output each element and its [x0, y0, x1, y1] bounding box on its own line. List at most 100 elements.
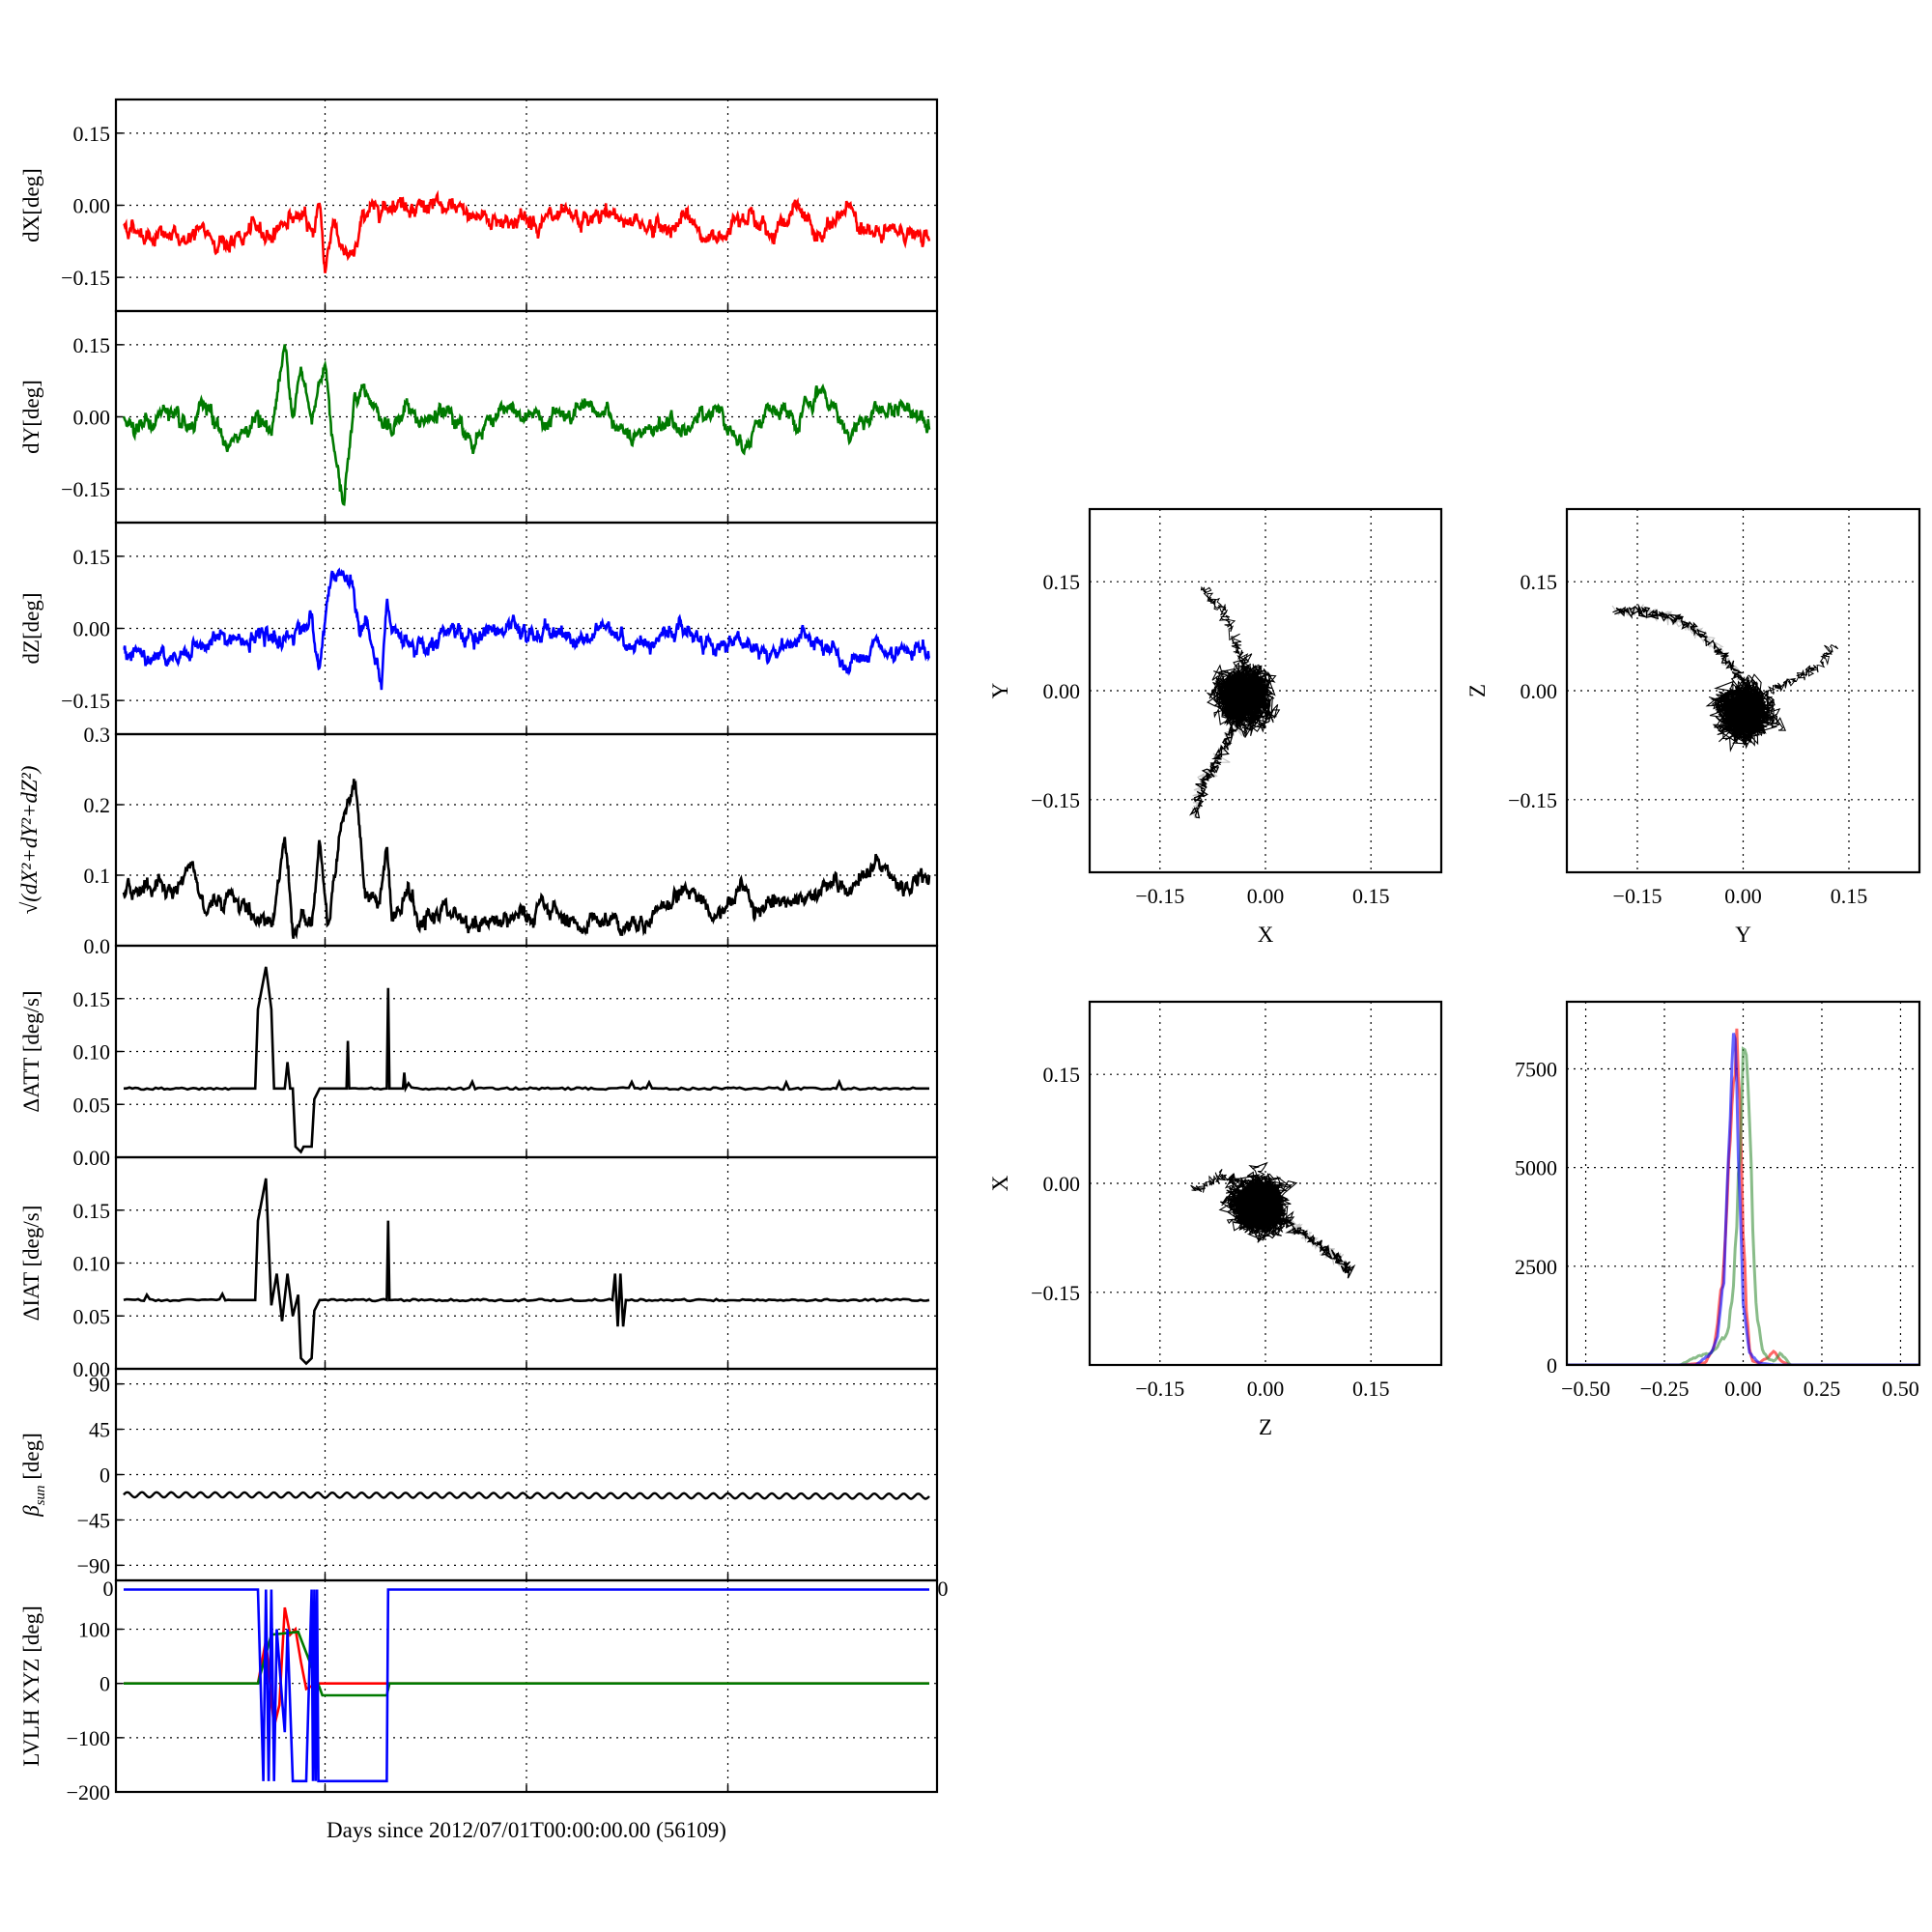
panel-datt: 0.00 0.05 0.10 0.15 ΔATT [deg/s] [19, 944, 939, 1170]
series-line-diat-0 [123, 1178, 930, 1366]
y-tick-label: 90 [89, 1373, 110, 1397]
panel-frame [1088, 1000, 1443, 1367]
panel-frame [114, 1578, 939, 1794]
y-tick-label: −0.15 [61, 689, 110, 713]
panel-lvlh: 100 0 −100 −200 LVLH XYZ [deg] [19, 1578, 939, 1804]
x-tick-label: 0.25 [1804, 1377, 1841, 1401]
x-axis-label-yz: Y [1735, 923, 1751, 947]
y-tick-label: 0.15 [1043, 570, 1081, 594]
y-axis-label-dx: dX[deg] [19, 168, 43, 242]
y-axis-label-beta: βsun [deg] [19, 1433, 48, 1518]
series-line-mag-0 [122, 779, 931, 940]
y-tick-label: −100 [67, 1726, 110, 1750]
time-series-panels: 0.15 0.00 −0.15 dX[deg] 0.15 0.00 −0.15 dY[deg]… [17, 98, 949, 1804]
scatter-trail-secondary [1755, 643, 1839, 702]
y-tick-label: −0.15 [1031, 788, 1080, 812]
y-tick-label: 0.00 [73, 617, 111, 641]
y-tick-label: 0 [1547, 1353, 1557, 1378]
y-tick-label: 0.00 [73, 1146, 111, 1170]
scatter-cloud [1206, 653, 1281, 738]
series-line-dz-0 [123, 567, 931, 691]
y-axis-label-dy: dY[deg] [19, 380, 43, 454]
panel-frame [1565, 507, 1921, 874]
scatter-trail [1264, 1207, 1356, 1279]
x-edge-tick-right: 0 [938, 1577, 949, 1601]
y-tick-label: −0.15 [1508, 788, 1557, 812]
y-tick-label: −200 [67, 1780, 110, 1804]
panel-frame [1565, 1000, 1921, 1367]
panel-mag: 0.0 0.1 0.2 0.3 √(dX²+dY²+dZ²) [17, 723, 939, 958]
x-tick-label: 0.15 [1352, 1377, 1390, 1401]
y-tick-label: 0.00 [73, 194, 111, 218]
panel-zx: −0.15 −0.15 0.00 0.00 0.15 0.15 Z X [988, 1000, 1443, 1439]
x-tick-label: 0.00 [1247, 884, 1285, 908]
y-axis-label-yz: Z [1465, 684, 1490, 697]
panel-hist: −0.50 −0.25 0.00 0.25 0.50 0 2500 5000 7500 [1515, 1000, 1921, 1401]
series-line-beta-0 [123, 1491, 930, 1500]
panel-xy: −0.15 −0.15 0.00 0.00 0.15 0.15 X Y [988, 507, 1443, 947]
y-tick-label: 0.00 [73, 1357, 111, 1381]
y-tick-label: −0.15 [61, 477, 110, 501]
scatter-trail-secondary [1190, 1169, 1246, 1193]
y-tick-label: 0.15 [73, 987, 111, 1011]
y-axis-label-mag: √(dX²+dY²+dZ²) [17, 766, 42, 915]
y-axis-label-diat: ΔIAT [deg/s] [19, 1206, 43, 1321]
scatter-cloud [1218, 1161, 1298, 1243]
panel-yz: −0.15 −0.15 0.00 0.00 0.15 0.15 Y Z [1465, 507, 1921, 947]
y-tick-label: 7500 [1515, 1057, 1557, 1081]
series-line-datt-0 [123, 966, 929, 1154]
y-tick-label: 0 [99, 1463, 110, 1488]
x-tick-label: 0.15 [1352, 884, 1390, 908]
histogram-line-0 [1567, 1028, 1919, 1365]
x-tick-label: −0.25 [1640, 1377, 1690, 1401]
scatter-trail [1188, 712, 1248, 819]
x-tick-label: 0.00 [1724, 1377, 1762, 1401]
x-tick-label: −0.50 [1561, 1377, 1610, 1401]
histogram-line-1 [1567, 1046, 1919, 1365]
y-tick-label: 2500 [1515, 1255, 1557, 1279]
x-edge-tick-left: 0 [103, 1577, 114, 1601]
panel-dy: 0.15 0.00 −0.15 dY[deg] [19, 309, 939, 525]
y-tick-label: 0.10 [73, 1252, 111, 1276]
y-axis-label-lvlh: LVLH XYZ [deg] [19, 1605, 43, 1767]
y-tick-label: 0.15 [1043, 1063, 1081, 1087]
y-tick-label: 45 [89, 1418, 110, 1442]
y-tick-label: 0.00 [73, 406, 111, 430]
x-tick-label: −0.15 [1613, 884, 1662, 908]
panel-frame [1088, 507, 1443, 874]
x-tick-label: 0.00 [1247, 1377, 1285, 1401]
correlation-panels: −0.15 −0.15 0.00 0.00 0.15 0.15 X Y −0.15 −0.15 0.… [988, 507, 1921, 1439]
x-tick-label: 0.00 [1724, 884, 1762, 908]
x-axis-label-xy: X [1258, 923, 1274, 947]
y-tick-label: 0.15 [73, 1199, 111, 1223]
y-tick-label: 0.05 [73, 1304, 111, 1328]
y-tick-label: 0.3 [84, 723, 111, 747]
y-axis-label-dz: dZ[deg] [19, 592, 43, 664]
y-axis-label-xy: Y [988, 682, 1012, 698]
y-tick-label: 0.2 [84, 793, 111, 817]
y-tick-label: 0.00 [1043, 1172, 1081, 1196]
y-tick-label: −45 [77, 1508, 110, 1532]
y-tick-label: 0.1 [84, 864, 111, 888]
y-tick-label: −90 [77, 1553, 110, 1577]
histogram-line-2 [1567, 1033, 1919, 1365]
scatter-cloud [1705, 673, 1787, 753]
x-tick-label: 0.50 [1882, 1377, 1919, 1401]
y-tick-label: 0.15 [1520, 570, 1558, 594]
panel-diat: 0.00 0.05 0.10 0.15 ΔIAT [deg/s] [19, 1155, 939, 1381]
scatter-trail [1612, 604, 1752, 693]
y-tick-label: 0.10 [73, 1040, 111, 1065]
y-tick-label: 0 [99, 1672, 110, 1696]
panel-dx: 0.15 0.00 −0.15 dX[deg] [19, 98, 939, 313]
series-line-lvlh-2 [124, 1588, 929, 1783]
y-tick-label: 5000 [1515, 1156, 1557, 1180]
y-tick-label: −0.15 [61, 266, 110, 290]
y-tick-label: 0.05 [73, 1093, 111, 1117]
x-tick-label: −0.15 [1135, 884, 1184, 908]
y-tick-label: 0.15 [73, 545, 111, 569]
y-tick-label: 0.00 [1520, 679, 1558, 703]
panel-beta: 90 45 0 −45 −90 βsun [deg] 0 0 [19, 1367, 949, 1601]
y-axis-label-datt: ΔATT [deg/s] [19, 990, 43, 1112]
panel-dz: 0.15 0.00 −0.15 dZ[deg] [19, 521, 939, 736]
